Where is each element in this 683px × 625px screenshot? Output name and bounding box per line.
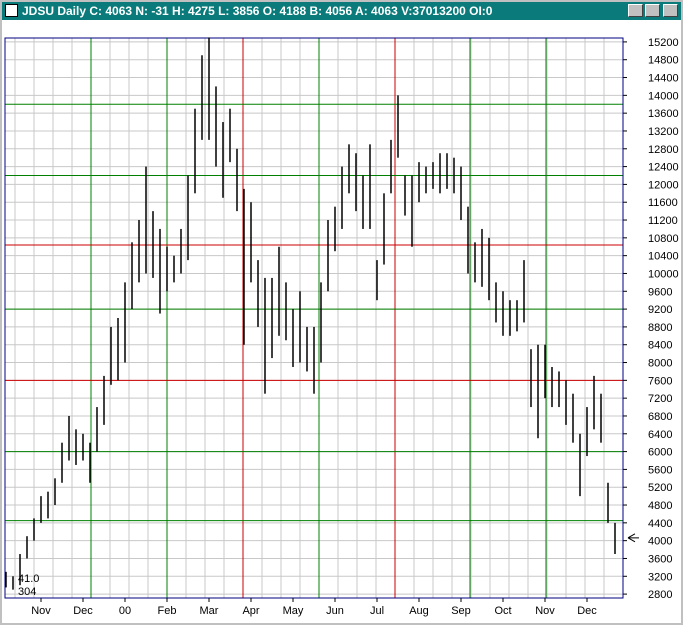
y-tick-label: 11200 [648, 215, 678, 227]
app-icon [5, 4, 18, 17]
x-tick-label: Oct [494, 605, 511, 617]
y-tick-label: 8400 [648, 340, 672, 352]
x-tick-label: Nov [535, 605, 555, 617]
y-tick-label: 4000 [648, 536, 672, 548]
x-tick-label: Mar [200, 605, 219, 617]
y-tick-label: 5200 [648, 482, 672, 494]
y-tick-label: 7200 [648, 393, 672, 405]
chart-title: JDSU Daily C: 4063 N: -31 H: 4275 L: 385… [22, 4, 493, 18]
y-tick-label: 4400 [648, 518, 672, 530]
y-tick-label: 4800 [648, 500, 672, 512]
minimize-button[interactable] [628, 4, 643, 17]
y-tick-label: 13600 [648, 108, 679, 120]
x-tick-label: Apr [242, 605, 259, 617]
x-tick-label: Dec [577, 605, 597, 617]
y-tick-label: 10000 [648, 268, 679, 280]
annotation: 41.0 [18, 573, 39, 585]
x-tick-label: May [283, 605, 304, 617]
y-tick-label: 12000 [648, 179, 679, 191]
x-tick-label: Feb [158, 605, 177, 617]
maximize-button[interactable] [645, 4, 660, 17]
y-tick-label: 10400 [648, 251, 679, 263]
y-tick-label: 11600 [648, 197, 678, 209]
y-tick-label: 13200 [648, 126, 679, 138]
y-tick-label: 8000 [648, 358, 672, 370]
y-tick-label: 12400 [648, 162, 679, 174]
y-tick-label: 5600 [648, 464, 672, 476]
y-tick-label: 14800 [648, 55, 679, 67]
y-tick-label: 6000 [648, 447, 672, 459]
x-tick-label: Jun [326, 605, 344, 617]
y-tick-label: 14400 [648, 73, 679, 85]
chart: 2800 3200 3600 4000 4400 4800 5200 5600 6000 6400… [2, 20, 681, 623]
x-tick-label: Nov [31, 605, 51, 617]
x-tick-label: Dec [73, 605, 93, 617]
y-tick-label: 7600 [648, 375, 672, 387]
close-button[interactable] [663, 4, 678, 17]
y-tick-label: 6800 [648, 411, 672, 423]
y-tick-label: 6400 [648, 429, 672, 441]
y-tick-label: 12800 [648, 144, 679, 156]
y-tick-label: 15200 [648, 37, 679, 49]
y-tick-label: 3600 [648, 553, 672, 565]
x-tick-label: Sep [451, 605, 471, 617]
plot-frame [4, 37, 624, 599]
y-tick-label: 8800 [648, 322, 672, 334]
x-tick-label: Jul [370, 605, 384, 617]
x-tick-label: 00 [119, 605, 131, 617]
y-tick-label: 9600 [648, 286, 672, 298]
y-tick-label: 2800 [648, 589, 672, 601]
y-tick-label: 14000 [648, 90, 679, 102]
price-marker [627, 533, 639, 543]
y-tick-label: 10800 [648, 233, 679, 245]
y-tick-label: 9200 [648, 304, 672, 316]
x-tick-label: Aug [409, 605, 429, 617]
y-tick-label: 3200 [648, 571, 672, 583]
title-bar: JDSU Daily C: 4063 N: -31 H: 4275 L: 385… [2, 2, 681, 20]
annotation: 304 [18, 586, 36, 598]
